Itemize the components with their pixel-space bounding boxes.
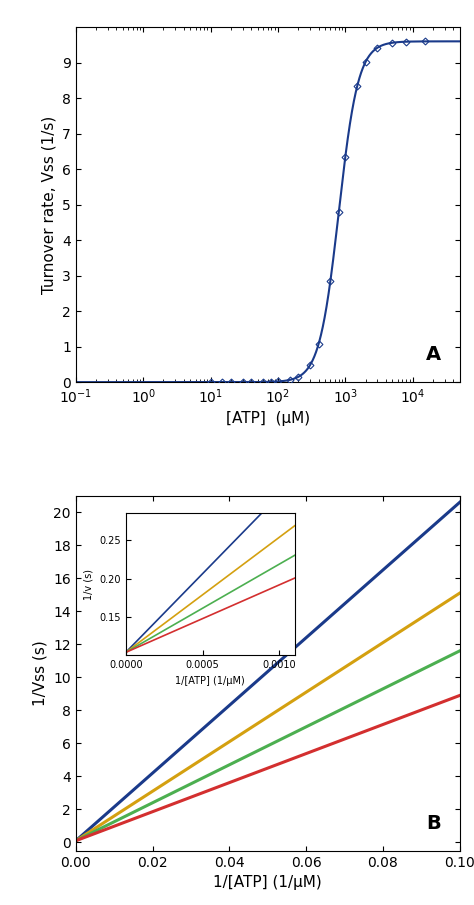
Text: B: B (426, 814, 440, 833)
Y-axis label: Turnover rate, Vss (1/s): Turnover rate, Vss (1/s) (42, 116, 56, 294)
Text: A: A (426, 346, 440, 365)
X-axis label: 1/[ATP] (1/μM): 1/[ATP] (1/μM) (213, 875, 322, 891)
Y-axis label: 1/Vss (s): 1/Vss (s) (33, 641, 48, 706)
X-axis label: [ATP]  (μM): [ATP] (μM) (226, 411, 310, 426)
